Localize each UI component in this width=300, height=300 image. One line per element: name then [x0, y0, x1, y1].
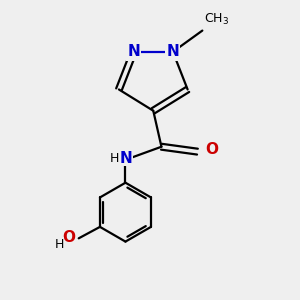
Text: O: O	[62, 230, 75, 245]
Text: N: N	[120, 151, 133, 166]
Text: H: H	[110, 152, 120, 165]
Text: H: H	[54, 238, 64, 251]
Text: N: N	[127, 44, 140, 59]
Text: CH$_3$: CH$_3$	[204, 12, 229, 27]
Text: O: O	[206, 142, 219, 158]
Text: N: N	[167, 44, 179, 59]
